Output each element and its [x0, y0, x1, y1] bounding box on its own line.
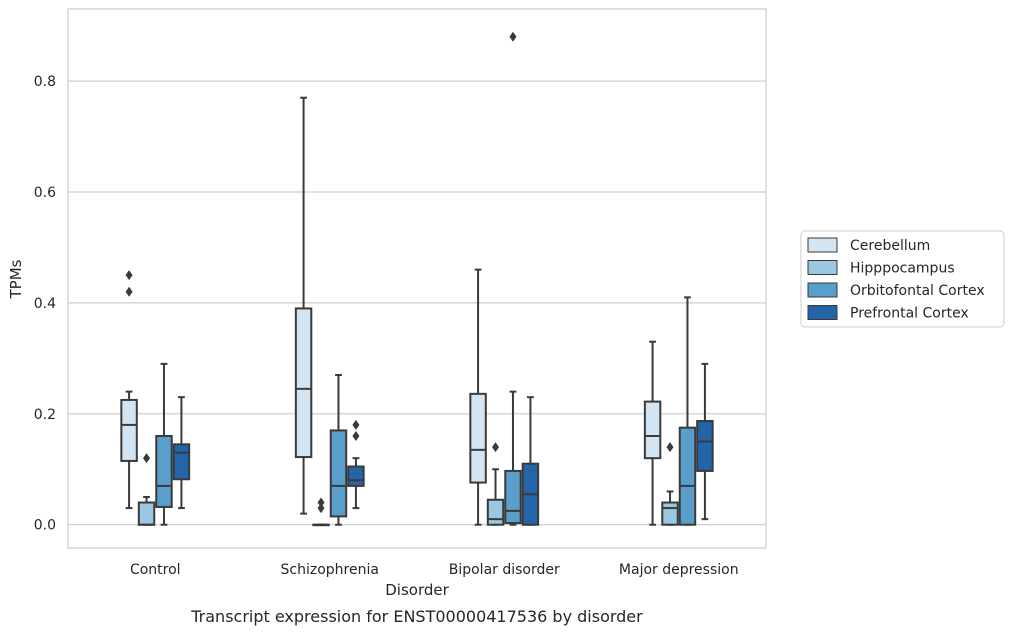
box-group: [696, 362, 714, 521]
box-group: [120, 270, 138, 510]
y-axis-label: TPMs: [7, 259, 25, 299]
chart-caption: Transcript expression for ENST0000041753…: [190, 607, 643, 626]
outlier-point: [317, 497, 325, 508]
x-tick-label: Major depression: [619, 562, 739, 578]
x-axis-ticks: Control Schizophrenia Bipolar disorder Majo…: [130, 562, 739, 578]
y-tick-label: 0.4: [34, 296, 56, 312]
x-tick-label: Schizophrenia: [281, 562, 379, 578]
box: [661, 501, 679, 526]
outlier-point: [352, 419, 360, 430]
box-group: [312, 497, 330, 527]
box: [469, 392, 487, 484]
plot-frame: [67, 8, 767, 549]
x-tick-label: Bipolar disorder: [449, 562, 560, 578]
legend-swatch: [807, 282, 838, 298]
x-axis-label: Disorder: [385, 581, 449, 599]
x-tick-label: Control: [130, 562, 181, 578]
box-series: [120, 31, 714, 527]
box-group: [661, 442, 679, 526]
box: [696, 420, 714, 472]
box-group: [294, 96, 313, 515]
legend-entry: Hipppocampus: [850, 261, 955, 277]
box-group: [678, 296, 697, 526]
outlier-point: [352, 430, 360, 441]
box: [137, 501, 156, 526]
legend-entry: Orbitofontal Cortex: [850, 283, 985, 299]
box: [678, 426, 697, 526]
box-group: [469, 268, 487, 526]
y-axis-ticks: 0.0 0.2 0.4 0.6 0.8: [34, 74, 56, 534]
box: [329, 429, 348, 518]
box-group: [521, 396, 540, 526]
box: [120, 398, 138, 462]
legend-swatch: [807, 260, 838, 275]
outlier-point: [509, 31, 517, 42]
box-group: [643, 340, 662, 526]
box: [172, 443, 191, 481]
legend: Cerebellum Hipppocampus Orbitofontal Corte…: [800, 230, 1005, 328]
box: [643, 400, 662, 460]
box: [504, 469, 522, 525]
outlier-point: [317, 503, 325, 514]
box-group: [347, 419, 365, 510]
box-group: [172, 396, 191, 510]
box-group: [137, 453, 156, 526]
box: [486, 498, 505, 526]
legend-entry: Cerebellum: [850, 238, 930, 254]
box-group: [155, 362, 173, 526]
y-tick-label: 0.6: [34, 185, 56, 201]
legend-swatch: [807, 305, 838, 320]
legend-swatch: [807, 237, 838, 253]
legend-entry: Prefrontal Cortex: [850, 306, 969, 322]
box-group: [504, 31, 522, 526]
box-group: [486, 442, 505, 526]
y-tick-label: 0.2: [34, 407, 56, 423]
outlier-point: [492, 442, 500, 453]
outlier-point: [143, 453, 151, 464]
outlier-point: [125, 270, 133, 281]
box: [155, 434, 173, 508]
box-group: [329, 373, 348, 526]
outlier-point: [666, 442, 674, 453]
box: [347, 465, 365, 487]
box: [294, 307, 313, 459]
legend-frame: [800, 230, 1005, 328]
y-tick-label: 0.8: [34, 74, 56, 90]
outlier-point: [125, 286, 133, 297]
y-tick-label: 0.0: [34, 518, 56, 534]
